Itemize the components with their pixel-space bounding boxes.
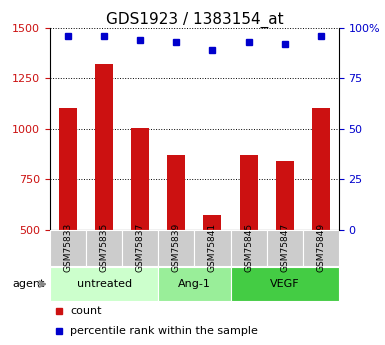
Bar: [203, 215, 221, 230]
Bar: [50, 230, 86, 266]
Bar: [59, 108, 77, 230]
Bar: [231, 230, 266, 266]
Text: GSM75841: GSM75841: [208, 223, 217, 273]
Text: count: count: [70, 306, 102, 316]
Text: GSM75839: GSM75839: [172, 223, 181, 273]
Bar: [303, 230, 339, 266]
Text: GSM75835: GSM75835: [100, 223, 109, 273]
Bar: [239, 155, 258, 230]
Bar: [167, 155, 186, 230]
Text: GSM75837: GSM75837: [136, 223, 145, 273]
Text: percentile rank within the sample: percentile rank within the sample: [70, 326, 258, 336]
Text: GSM75833: GSM75833: [64, 223, 73, 273]
Bar: [131, 128, 149, 230]
Text: agent: agent: [12, 279, 45, 289]
Text: untreated: untreated: [77, 279, 132, 289]
Bar: [266, 230, 303, 266]
Text: Ang-1: Ang-1: [178, 279, 211, 289]
Bar: [312, 108, 330, 230]
Bar: [194, 230, 231, 266]
Bar: [158, 230, 194, 266]
Text: VEGF: VEGF: [270, 279, 300, 289]
Text: GSM75845: GSM75845: [244, 223, 253, 273]
Text: GSM75847: GSM75847: [280, 223, 289, 273]
Bar: [276, 161, 294, 230]
Title: GDS1923 / 1383154_at: GDS1923 / 1383154_at: [105, 11, 283, 28]
Bar: [50, 267, 158, 301]
Bar: [231, 267, 339, 301]
Text: GSM75849: GSM75849: [316, 223, 325, 273]
Bar: [158, 267, 231, 301]
Bar: [95, 64, 113, 230]
Bar: [86, 230, 122, 266]
Bar: [122, 230, 158, 266]
